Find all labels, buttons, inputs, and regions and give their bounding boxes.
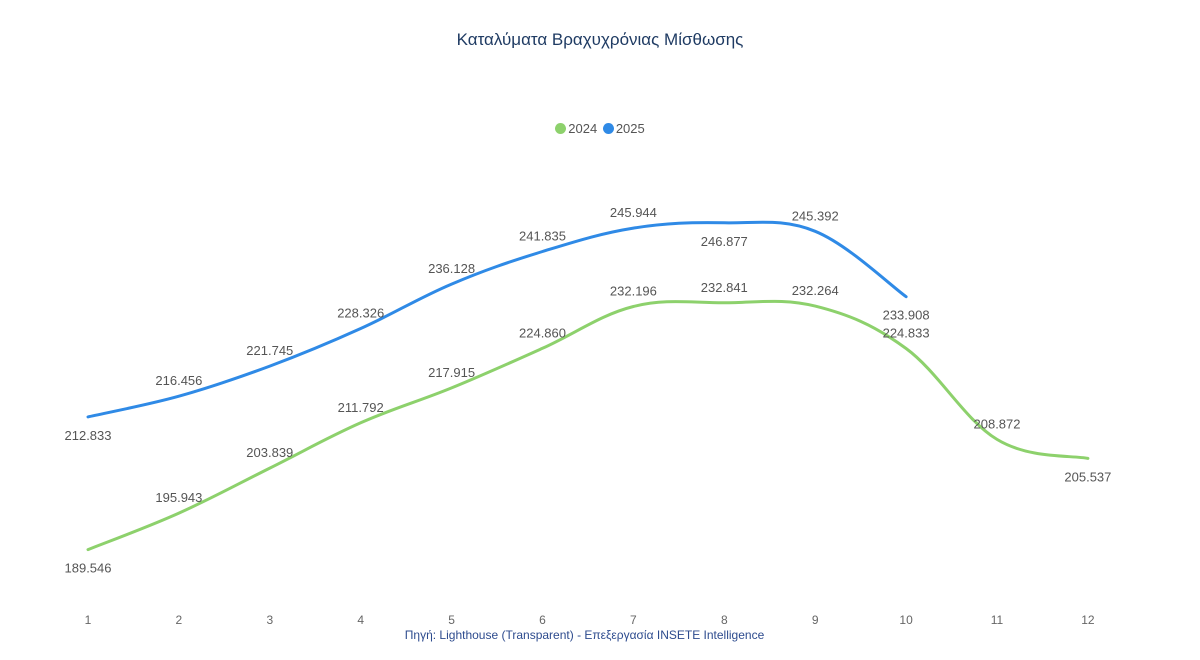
data-label-2024-10: 224.833 [883, 326, 930, 341]
data-label-2025-4: 228.326 [337, 306, 384, 321]
x-axis-ticks: 1 2 3 4 5 6 7 8 9 10 11 12 [85, 613, 1095, 627]
legend-dot-2025 [602, 123, 614, 134]
legend-item-2025[interactable]: 2025 [602, 121, 645, 136]
data-label-2025-7: 245.944 [610, 205, 657, 220]
data-label-2024-3: 203.839 [246, 445, 293, 460]
data-label-2024-12: 205.537 [1064, 469, 1111, 484]
data-label-2025-2: 216.456 [155, 373, 202, 388]
x-tick-label-7: 7 [630, 613, 637, 627]
chart-title: Καταλύματα Βραχυχρόνιας Μίσθωσης [456, 30, 744, 49]
data-label-2025-6: 241.835 [519, 229, 566, 244]
x-tick-label-3: 3 [266, 613, 273, 627]
data-label-2024-9: 232.264 [792, 283, 839, 298]
data-label-2024-4: 211.792 [338, 400, 384, 415]
x-tick-label-11: 11 [991, 613, 1004, 627]
data-label-2025-3: 221.745 [246, 343, 293, 358]
data-label-2025-8: 246.877 [701, 234, 748, 249]
x-tick-label-12: 12 [1081, 613, 1095, 627]
x-tick-label-9: 9 [812, 613, 819, 627]
data-label-2025-5: 236.128 [428, 261, 475, 276]
data-labels: 189.546 195.943 203.839 211.792 217.915 224.8… [65, 205, 1112, 575]
series-line-2024[interactable] [86, 299, 1090, 552]
legend-dot-2024 [555, 123, 567, 134]
data-label-2024-8: 232.841 [701, 280, 748, 295]
data-label-2025-1: 212.833 [65, 428, 112, 443]
x-tick-label-2: 2 [176, 613, 183, 627]
data-label-2024-7: 232.196 [610, 284, 657, 299]
series-lines [86, 220, 1090, 552]
x-tick-label-10: 10 [899, 613, 913, 627]
data-label-2024-1: 189.546 [65, 561, 112, 576]
data-label-2024-2: 195.943 [155, 490, 202, 505]
source-note: Πηγή: Lighthouse (Transparent) - Επεξεργ… [404, 628, 765, 642]
data-label-2025-10: 233.908 [883, 308, 930, 323]
x-tick-label-5: 5 [448, 613, 455, 627]
legend-label-2024: 2024 [568, 121, 598, 136]
x-tick-label-8: 8 [721, 613, 728, 627]
data-label-2025-9: 245.392 [792, 208, 839, 223]
legend: 2024 2025 [0, 121, 1200, 137]
series-line-2025[interactable] [86, 220, 908, 419]
data-label-2024-11: 208.872 [974, 416, 1021, 431]
data-label-2024-5: 217.915 [428, 365, 475, 380]
legend-label-2025: 2025 [615, 121, 645, 136]
legend-item-2024[interactable]: 2024 [555, 121, 597, 136]
x-tick-label-1: 1 [85, 613, 92, 627]
data-label-2024-6: 224.860 [519, 325, 566, 340]
x-tick-label-6: 6 [539, 613, 546, 627]
x-tick-label-4: 4 [357, 613, 364, 627]
